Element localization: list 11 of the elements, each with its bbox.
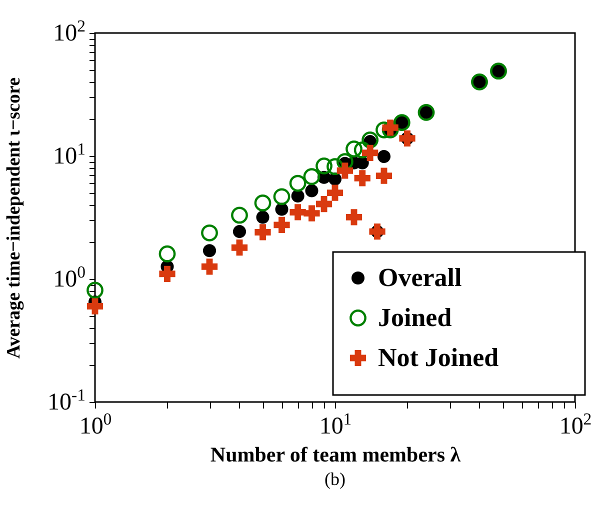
x-tick-label: 10$^{1}$ xyxy=(319,409,352,440)
x-axis-title: Number of team members λ xyxy=(210,442,462,466)
x-tick-label: 10$^{2}$ xyxy=(559,409,592,440)
y-tick-label: 10$^{1}$ xyxy=(53,139,86,170)
y-tick-label: 10$^{0}$ xyxy=(53,262,86,292)
y-tick-label: 10$^{2}$ xyxy=(53,16,86,46)
text: (b) xyxy=(324,469,346,489)
legend-label: Overall xyxy=(378,263,462,292)
y-axis-title: Average time−independent ι−score xyxy=(4,77,24,359)
legend-label: Joined xyxy=(378,303,452,332)
legend-label: Not Joined xyxy=(378,343,500,372)
